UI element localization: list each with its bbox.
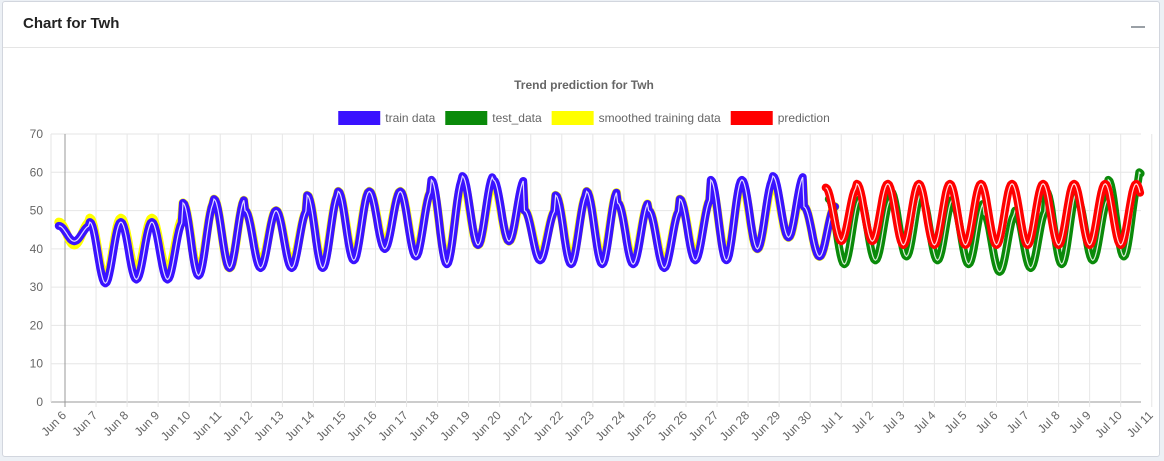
x-tick-label: Jun 17 (375, 408, 411, 444)
legend-swatch[interactable] (730, 111, 773, 125)
x-tick-label: Jul 6 (973, 408, 1001, 436)
series-point-outline (825, 182, 1141, 246)
x-tick-label: Jun 6 (38, 408, 69, 439)
panel-title: Chart for Twh (23, 15, 120, 32)
x-tick-label: Jul 10 (1092, 408, 1125, 441)
y-tick-label: 10 (30, 357, 44, 371)
x-tick-label: Jul 11 (1124, 408, 1156, 440)
x-tick-label: Jul 3 (880, 408, 908, 436)
legend-swatch[interactable] (551, 111, 594, 125)
x-tick-label: Jul 5 (942, 408, 970, 436)
x-tick-label: Jun 16 (344, 408, 380, 444)
x-tick-label: Jun 10 (158, 408, 194, 444)
x-tick-label: Jun 21 (499, 408, 535, 444)
x-tick-label: Jun 14 (282, 408, 318, 444)
x-tick-label: Jul 8 (1035, 408, 1063, 436)
x-tick-label: Jun 24 (593, 408, 629, 444)
x-tick-label: Jun 28 (717, 408, 753, 444)
legend-swatch[interactable] (338, 111, 381, 125)
y-tick-label: 60 (30, 165, 44, 179)
x-tick-label: Jul 7 (1004, 408, 1032, 436)
y-tick-label: 70 (30, 127, 44, 141)
x-tick-label: Jun 8 (101, 408, 132, 439)
x-tick-label: Jul 9 (1066, 408, 1094, 436)
y-tick-label: 0 (36, 395, 43, 409)
x-tick-label: Jul 1 (818, 408, 846, 436)
chart-title: Trend prediction for Twh (514, 78, 654, 92)
y-tick-label: 20 (30, 318, 44, 332)
x-tick-label: Jun 11 (190, 408, 225, 443)
legend-label[interactable]: prediction (778, 111, 830, 125)
y-tick-label: 30 (30, 280, 44, 294)
x-tick-label: Jun 23 (562, 408, 598, 444)
x-tick-label: Jun 26 (655, 408, 691, 444)
series-point-outline (58, 174, 836, 285)
x-tick-label: Jun 19 (437, 408, 473, 444)
x-tick-label: Jun 22 (531, 408, 567, 444)
x-tick-label: Jun 13 (251, 408, 287, 444)
x-tick-label: Jul 4 (911, 408, 939, 436)
y-tick-label: 50 (30, 204, 44, 218)
y-tick-label: 40 (30, 242, 44, 256)
legend-label[interactable]: smoothed training data (599, 111, 721, 125)
panel-header: Chart for Twh (3, 2, 1159, 48)
grid (50, 133, 1153, 407)
x-tick-label: Jun 7 (70, 408, 101, 439)
chart-canvas: Trend prediction for Twh train data test_… (30, 78, 1156, 444)
x-tick-label: Jun 29 (748, 408, 784, 444)
x-tick-label: Jun 18 (406, 408, 442, 444)
series-layer (54, 168, 1145, 288)
minus-icon[interactable] (1129, 17, 1145, 33)
x-tick-label: Jun 27 (686, 408, 722, 444)
x-tick-label: Jun 25 (624, 408, 660, 444)
x-tick-label: Jun 30 (779, 408, 815, 444)
legend-swatch[interactable] (445, 111, 488, 125)
legend: train data test_data smoothed training dat… (338, 111, 830, 125)
x-tick-label: Jun 12 (220, 408, 256, 444)
series-line-train-data[interactable] (54, 172, 839, 288)
legend-label[interactable]: train data (385, 111, 435, 125)
x-tick-label: Jul 2 (849, 408, 877, 436)
x-tick-label: Jun 20 (468, 408, 504, 444)
legend-label[interactable]: test_data (492, 111, 542, 125)
x-tick-label: Jun 15 (313, 408, 349, 444)
